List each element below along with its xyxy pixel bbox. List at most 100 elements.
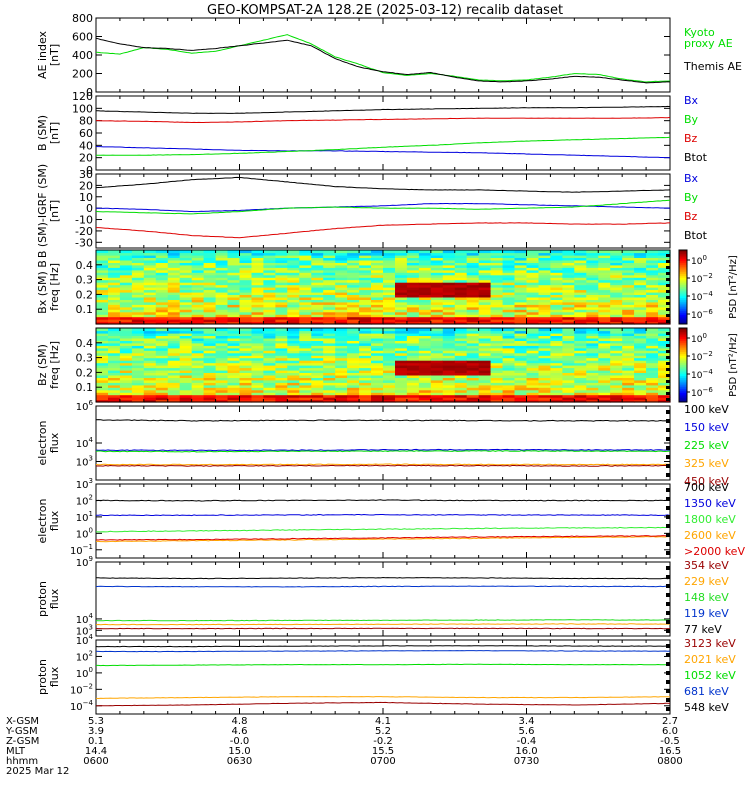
spectrogram-cell (514, 342, 528, 346)
spectrogram-cell (430, 379, 444, 383)
spectrogram-cell (454, 282, 468, 286)
y-tick-label: 103 (76, 623, 93, 637)
spectrogram-cell (490, 387, 504, 391)
spectrogram-cell (167, 262, 181, 266)
spectrogram-cell (191, 374, 205, 378)
spectrogram-cell (466, 321, 480, 325)
spectrogram-cell (490, 287, 504, 291)
spectrogram-cell (203, 389, 217, 393)
spectrogram-cell (454, 328, 468, 332)
tick-value-y_gsm: 5.2 (375, 726, 391, 737)
spectrogram-cell (646, 382, 659, 386)
spectrogram-cell (347, 369, 360, 373)
spectrogram-cell (96, 272, 109, 276)
spectrogram-cell (96, 384, 109, 388)
spectrogram-cell (119, 362, 133, 366)
spectrogram-cell (574, 309, 587, 313)
spectrogram-cell (239, 316, 253, 320)
spectrogram-cell (215, 257, 229, 261)
spectrogram-cell (622, 250, 635, 254)
spectrogram-cell (131, 252, 145, 256)
spectrogram-cell (143, 269, 157, 273)
spectrogram-cell (502, 374, 516, 378)
spectrogram-cell (526, 282, 540, 286)
spectrogram-cell (406, 250, 420, 254)
spectrogram-cell (622, 321, 635, 325)
spectrogram-cell (502, 377, 516, 381)
spectrogram-cell (430, 254, 444, 258)
spectrogram-cell (514, 360, 528, 364)
spectrogram-cell (526, 337, 540, 341)
spectrogram-cell (287, 332, 300, 336)
spectrogram-cell (454, 399, 468, 403)
spectrogram-cell (108, 399, 121, 403)
spectrogram-cell (119, 272, 133, 276)
spectrogram-cell (299, 259, 312, 263)
spectrogram-cell (239, 257, 253, 261)
spectrogram-cell (108, 392, 121, 396)
spectrogram-cell (131, 319, 145, 323)
spectrogram-cell (203, 369, 217, 373)
right-marker (666, 410, 670, 414)
spectrogram-cell (502, 355, 516, 359)
spectrogram-cell (454, 287, 468, 291)
spectrogram-cell (598, 287, 611, 291)
spectrogram-cell (478, 257, 492, 261)
spectrogram-cell (323, 316, 336, 320)
spectrogram-cell (263, 314, 276, 318)
series-line-1052-kev (96, 663, 671, 667)
spectrogram-cell (418, 335, 432, 339)
spectrogram-cell (299, 379, 312, 383)
y-tick-label: 100 (72, 102, 93, 115)
spectrogram-cell (108, 377, 121, 381)
spectrogram-cell (490, 316, 504, 320)
spectrogram-cell (239, 352, 253, 356)
spectrogram-cell (96, 332, 109, 336)
spectrogram-cell (634, 397, 647, 401)
spectrogram-cell (406, 342, 420, 346)
spectrogram-cell (299, 304, 312, 308)
spectrogram-cell (155, 374, 169, 378)
spectrogram-cell (167, 264, 181, 268)
spectrogram-cell (203, 316, 217, 320)
spectrogram-cell (275, 392, 288, 396)
spectrogram-cell (490, 397, 504, 401)
spectrogram-cell (143, 262, 157, 266)
spectrogram-cell (598, 314, 611, 318)
spectrogram-cell (119, 347, 133, 351)
spectrogram-cell (550, 294, 563, 298)
spectrogram-cell (526, 352, 540, 356)
spectrogram-cell (622, 347, 635, 351)
spectrogram-cell (323, 272, 336, 276)
spectrogram-cell (634, 352, 647, 356)
spectrogram-cell (598, 250, 611, 254)
spectrogram-cell (586, 372, 599, 376)
spectrogram-cell (215, 392, 229, 396)
spectrogram-cell (239, 259, 253, 263)
colorbar-segment (679, 266, 687, 269)
spectrogram-cell (395, 250, 408, 254)
spectrogram-cell (395, 340, 408, 344)
spectrogram-cell (239, 272, 253, 276)
spectrogram-cell (323, 342, 336, 346)
right-marker (666, 620, 670, 624)
spectrogram-cell (395, 372, 408, 376)
spectrogram-cell (454, 340, 468, 344)
spectrogram-cell (442, 345, 456, 349)
spectrogram-cell (275, 372, 288, 376)
spectrogram-cell (622, 342, 635, 346)
spectrogram-cell (538, 360, 552, 364)
spectrogram-cell (406, 362, 420, 366)
spectrogram-cell (227, 352, 241, 356)
spectrogram-cell (179, 384, 193, 388)
spectrogram-cell (263, 254, 276, 258)
spectrogram-cell (167, 350, 181, 354)
spectrogram-cell (550, 337, 563, 341)
spectrogram-cell (96, 264, 109, 268)
spectrogram-cell (514, 357, 528, 361)
spectrogram-cell (287, 392, 300, 396)
spectrogram-cell (610, 379, 623, 383)
spectrogram-cell (371, 392, 384, 396)
spectrogram-cell (263, 311, 276, 315)
spectrogram-cell (215, 384, 229, 388)
